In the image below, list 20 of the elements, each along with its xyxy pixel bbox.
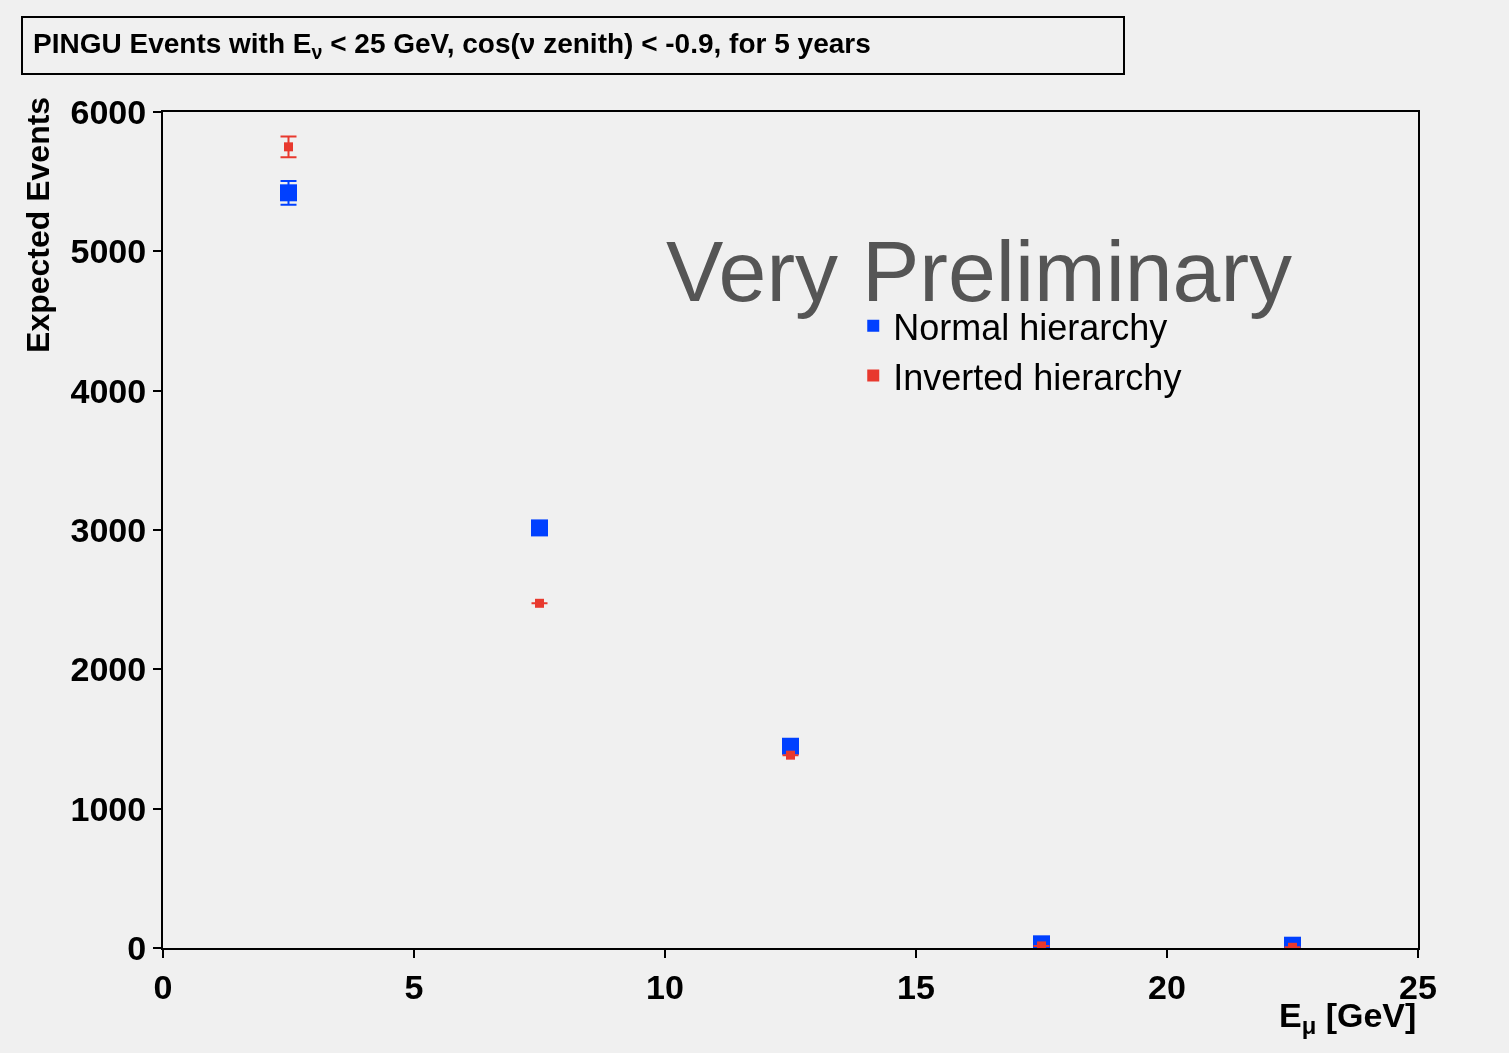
y-tick-label: 4000 (70, 371, 147, 410)
y-tick-label: 2000 (70, 650, 147, 689)
point (280, 184, 297, 202)
y-tick-label: 6000 (70, 92, 147, 131)
x-tick-label: 5 (404, 967, 424, 1006)
x-tick-label: 10 (646, 967, 684, 1006)
y-tick-label: 3000 (70, 510, 147, 549)
x-tick-label: 0 (153, 967, 173, 1006)
point (535, 598, 544, 608)
x-tick-label: 15 (897, 967, 935, 1006)
x-tick-label: 20 (1148, 967, 1186, 1006)
chart-title: PINGU Events with E$_{ν}$ < 25 GeV, cos(ν zenith) < -0.9, for 5 years (33, 28, 871, 63)
y-tick-label: 5000 (70, 232, 147, 271)
y-tick-label: 0 (127, 928, 147, 967)
point (284, 142, 293, 152)
y-tick-label: 1000 (70, 789, 147, 828)
y-axis-title: Expected Events (20, 96, 57, 353)
legend-label: Inverted hierarchy (893, 356, 1182, 398)
point (531, 519, 548, 537)
point (786, 750, 795, 760)
